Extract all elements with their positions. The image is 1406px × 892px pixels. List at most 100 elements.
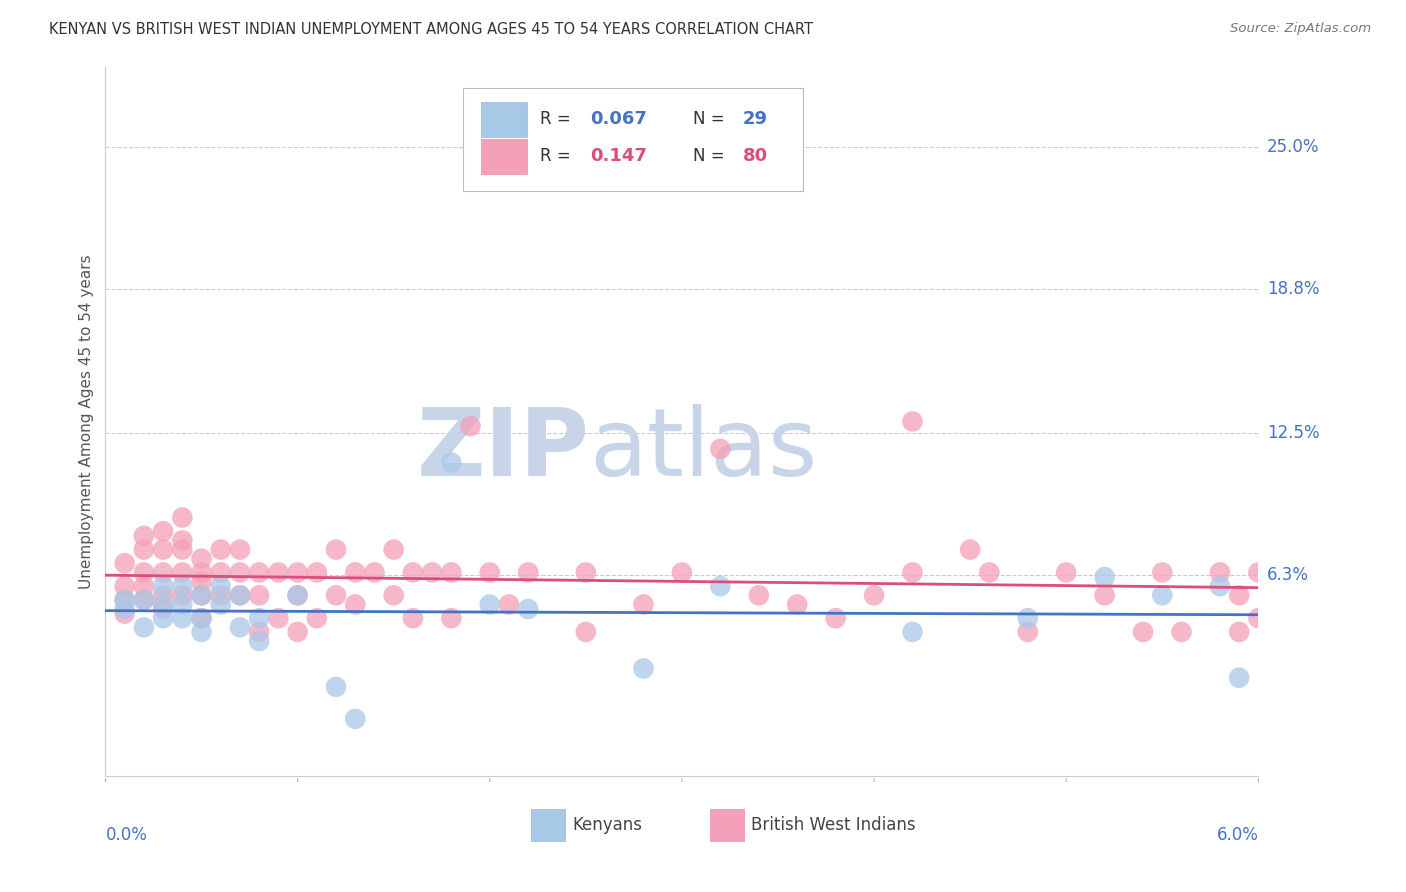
Point: [517, 602, 540, 616]
Text: 6.0%: 6.0%: [1216, 826, 1258, 844]
Point: [440, 456, 463, 470]
Point: [901, 624, 924, 639]
Point: [152, 611, 174, 625]
Point: [114, 593, 136, 607]
Point: [1017, 624, 1039, 639]
Y-axis label: Unemployment Among Ages 45 to 54 years: Unemployment Among Ages 45 to 54 years: [79, 254, 94, 589]
Point: [172, 588, 194, 602]
Point: [1227, 671, 1250, 685]
Point: [190, 566, 212, 580]
Text: R =: R =: [540, 147, 581, 165]
Text: 80: 80: [742, 147, 768, 165]
Point: [229, 588, 252, 602]
Point: [1209, 566, 1232, 580]
Point: [267, 611, 290, 625]
Point: [1209, 579, 1232, 593]
Point: [575, 566, 598, 580]
Point: [132, 566, 155, 580]
Point: [748, 588, 770, 602]
Point: [305, 611, 328, 625]
Point: [247, 611, 270, 625]
Point: [517, 566, 540, 580]
FancyBboxPatch shape: [710, 809, 744, 840]
Point: [229, 620, 252, 634]
Point: [1152, 566, 1174, 580]
Text: British West Indians: British West Indians: [751, 816, 915, 834]
Point: [786, 598, 808, 612]
Text: atlas: atlas: [589, 404, 818, 496]
Point: [209, 598, 232, 612]
Point: [344, 598, 367, 612]
Point: [498, 598, 520, 612]
Point: [1170, 624, 1192, 639]
Point: [1054, 566, 1077, 580]
Point: [1247, 566, 1270, 580]
Point: [172, 579, 194, 593]
Text: 18.8%: 18.8%: [1267, 280, 1319, 298]
Point: [114, 579, 136, 593]
Point: [671, 566, 693, 580]
Point: [114, 602, 136, 616]
Point: [633, 598, 655, 612]
Point: [901, 414, 924, 429]
Text: 0.147: 0.147: [589, 147, 647, 165]
Text: Kenyans: Kenyans: [572, 816, 643, 834]
Text: ZIP: ZIP: [416, 404, 589, 496]
Point: [132, 529, 155, 543]
Point: [344, 566, 367, 580]
Point: [190, 588, 212, 602]
Point: [172, 598, 194, 612]
Point: [979, 566, 1001, 580]
Text: KENYAN VS BRITISH WEST INDIAN UNEMPLOYMENT AMONG AGES 45 TO 54 YEARS CORRELATION: KENYAN VS BRITISH WEST INDIAN UNEMPLOYME…: [49, 22, 813, 37]
Point: [1017, 611, 1039, 625]
Point: [478, 566, 501, 580]
Point: [1227, 588, 1250, 602]
Point: [152, 588, 174, 602]
Point: [209, 542, 232, 557]
Point: [209, 588, 232, 602]
Point: [152, 598, 174, 612]
Point: [267, 566, 290, 580]
Point: [575, 624, 598, 639]
Point: [229, 542, 252, 557]
Point: [1227, 624, 1250, 639]
Text: 12.5%: 12.5%: [1267, 424, 1319, 442]
Point: [1132, 624, 1154, 639]
Text: Source: ZipAtlas.com: Source: ZipAtlas.com: [1230, 22, 1371, 36]
Point: [287, 624, 309, 639]
Point: [209, 566, 232, 580]
FancyBboxPatch shape: [531, 809, 565, 840]
Point: [172, 611, 194, 625]
Point: [1094, 588, 1116, 602]
FancyBboxPatch shape: [481, 138, 527, 174]
Point: [190, 611, 212, 625]
Point: [325, 542, 347, 557]
Point: [863, 588, 886, 602]
Point: [460, 419, 482, 434]
Point: [190, 551, 212, 566]
Point: [132, 542, 155, 557]
Point: [709, 579, 731, 593]
Point: [114, 607, 136, 621]
Point: [132, 593, 155, 607]
Point: [287, 588, 309, 602]
Point: [190, 611, 212, 625]
Point: [209, 579, 232, 593]
Point: [247, 624, 270, 639]
Point: [402, 566, 425, 580]
Point: [420, 566, 443, 580]
Text: 29: 29: [742, 111, 768, 128]
Point: [440, 566, 463, 580]
Point: [152, 524, 174, 539]
Point: [132, 620, 155, 634]
Text: R =: R =: [540, 111, 576, 128]
Point: [287, 566, 309, 580]
Point: [1094, 570, 1116, 584]
Point: [325, 680, 347, 694]
Point: [1152, 588, 1174, 602]
Point: [633, 661, 655, 675]
Point: [172, 566, 194, 580]
Point: [959, 542, 981, 557]
Text: N =: N =: [693, 147, 730, 165]
Point: [247, 566, 270, 580]
